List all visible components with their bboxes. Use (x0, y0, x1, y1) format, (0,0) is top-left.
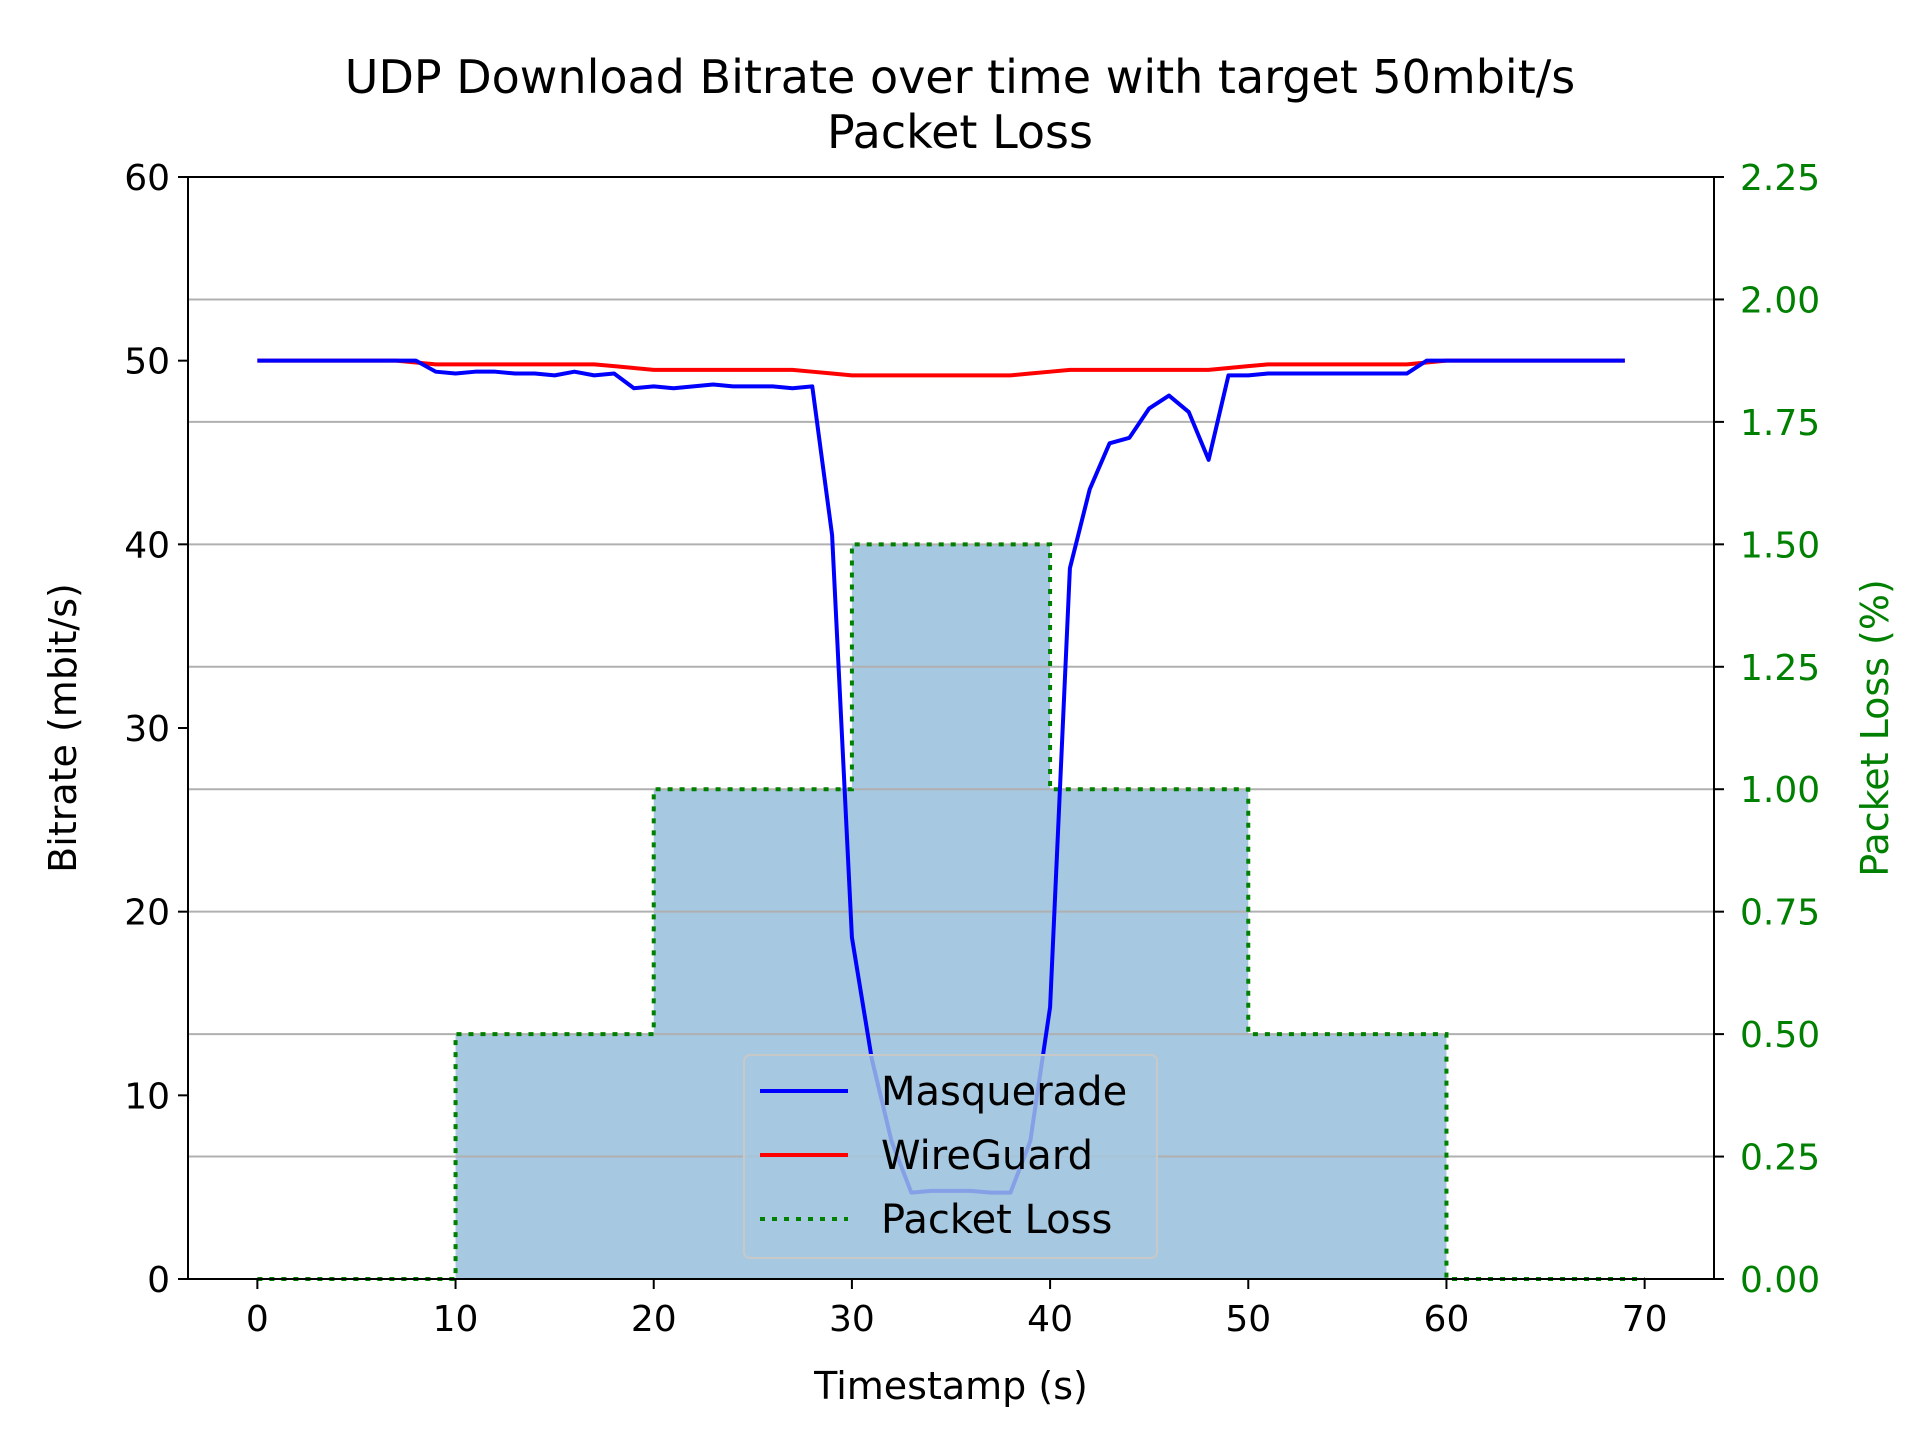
y-tick-label: 0 (147, 1260, 170, 1301)
y2-tick-label: 2.00 (1740, 280, 1820, 321)
y2-tick-label: 1.50 (1740, 525, 1820, 566)
x-tick-label: 60 (1424, 1299, 1470, 1340)
legend-box (743, 1054, 1158, 1259)
y2-tick-label: 1.75 (1740, 403, 1820, 444)
y-axis-ticks: 0 10 20 30 40 50 60 (124, 158, 188, 1301)
x-tick-label: 30 (829, 1299, 875, 1340)
legend-label-wireguard: WireGuard (881, 1133, 1093, 1179)
y2-tick-label: 0.50 (1740, 1015, 1820, 1056)
y2-axis-ticks: 0.00 0.25 0.50 0.75 1.00 1.25 1.50 1.75 2.00 2.25 (1714, 158, 1820, 1301)
y-tick-label: 30 (124, 709, 170, 750)
y-tick-label: 60 (124, 158, 170, 199)
y-tick-label: 40 (124, 525, 170, 566)
y2-tick-label: 2.25 (1740, 158, 1820, 199)
y2-tick-label: 1.25 (1740, 648, 1820, 689)
y-tick-label: 20 (124, 893, 170, 934)
chart-subtitle: Packet Loss (827, 105, 1093, 159)
y2-tick-label: 1.00 (1740, 770, 1820, 811)
x-axis-ticks: 0 10 20 30 40 50 60 70 (246, 1279, 1668, 1340)
legend-label-masquerade: Masquerade (881, 1069, 1127, 1115)
x-tick-label: 10 (433, 1299, 479, 1340)
x-tick-label: 50 (1225, 1299, 1271, 1340)
y2-tick-label: 0.25 (1740, 1138, 1820, 1179)
x-tick-label: 20 (631, 1299, 677, 1340)
y-tick-label: 50 (124, 342, 170, 383)
packet-loss-layer (257, 542, 1645, 1281)
packet-loss-line (257, 542, 1645, 1281)
y-axis-label: Bitrate (mbit/s) (41, 583, 85, 873)
x-axis-label: Timestamp (s) (813, 1364, 1088, 1408)
x-tick-label: 70 (1622, 1299, 1668, 1340)
y-tick-label: 10 (124, 1076, 170, 1117)
wireguard-line (257, 358, 1625, 378)
legend-label-packet-loss: Packet Loss (881, 1197, 1112, 1243)
y2-axis-label: Packet Loss (%) (1853, 579, 1897, 877)
x-tick-label: 40 (1027, 1299, 1073, 1340)
chart-title: UDP Download Bitrate over time with targ… (345, 50, 1575, 104)
y2-tick-label: 0.75 (1740, 893, 1820, 934)
legend: Masquerade WireGuard Packet Loss (743, 1054, 1158, 1259)
y2-tick-label: 0.00 (1740, 1260, 1820, 1301)
x-tick-label: 0 (246, 1299, 269, 1340)
